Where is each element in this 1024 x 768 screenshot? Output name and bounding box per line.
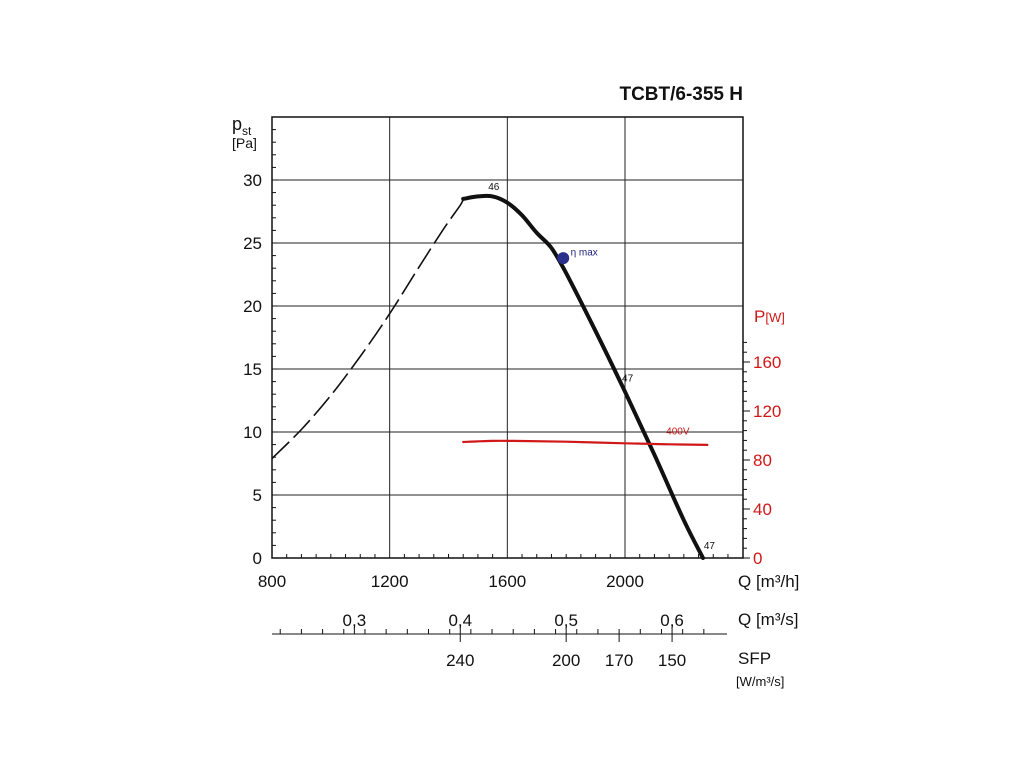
pressure-curve-dashed <box>272 198 464 460</box>
y2-tick-label: 120 <box>753 402 781 421</box>
sfp-tick-label: 240 <box>446 651 474 670</box>
annotation-label: 400V <box>666 427 690 438</box>
x-tick-label: 2000 <box>606 572 644 591</box>
qs-axis-label: Q [m³/s] <box>738 610 798 629</box>
y-tick-label: 20 <box>243 297 262 316</box>
left-minor-ticks <box>272 129 278 559</box>
chart-title: TCBT/6-355 H <box>619 84 743 105</box>
y2-tick-label: 40 <box>753 500 772 519</box>
sfp-axis-label: SFP <box>738 649 771 668</box>
qs-tick-label: 0,5 <box>554 611 578 630</box>
y2-tick-label: 160 <box>753 353 781 372</box>
y-tick-label: 10 <box>243 423 262 442</box>
right-axis-ticks <box>743 341 750 559</box>
y-tick-label: 0 <box>253 549 262 568</box>
annotation-label: 47 <box>704 541 716 552</box>
power-curve-400v <box>462 439 709 446</box>
x-axis-label: Q [m³/h] <box>738 572 799 591</box>
y-tick-label: 15 <box>243 360 262 379</box>
y-tick-label: 25 <box>243 234 262 253</box>
sfp-tick-label: 170 <box>605 651 633 670</box>
y-tick-label: 30 <box>243 171 262 190</box>
annotation-label: 47 <box>622 374 634 385</box>
x-tick-label: 1200 <box>371 572 409 591</box>
eta-max-point <box>557 252 570 265</box>
pressure-curve-solid <box>461 193 705 560</box>
plot-frame <box>271 116 744 559</box>
annotation-label: 46 <box>488 182 500 193</box>
x-tick-label: 1600 <box>488 572 526 591</box>
grid <box>272 117 743 558</box>
qs-tick-label: 0,3 <box>343 611 367 630</box>
y-tick-label: 5 <box>253 486 262 505</box>
annotation-label: η max <box>571 248 598 259</box>
y-axis-label: pst <box>232 114 252 138</box>
sfp-axis-unit: [W/m³/s] <box>736 674 784 689</box>
bottom-minor-ticks <box>286 554 729 558</box>
y-axis-unit: [Pa] <box>232 135 257 151</box>
qs-tick-label: 0,6 <box>660 611 684 630</box>
sfp-tick-label: 150 <box>658 651 686 670</box>
y2-axis-label: P[W] <box>754 307 785 326</box>
y2-tick-label: 0 <box>753 549 762 568</box>
x-tick-label: 800 <box>258 572 286 591</box>
y2-tick-label: 80 <box>753 451 772 470</box>
sfp-tick-label: 200 <box>552 651 580 670</box>
qs-tick-label: 0,4 <box>448 611 472 630</box>
